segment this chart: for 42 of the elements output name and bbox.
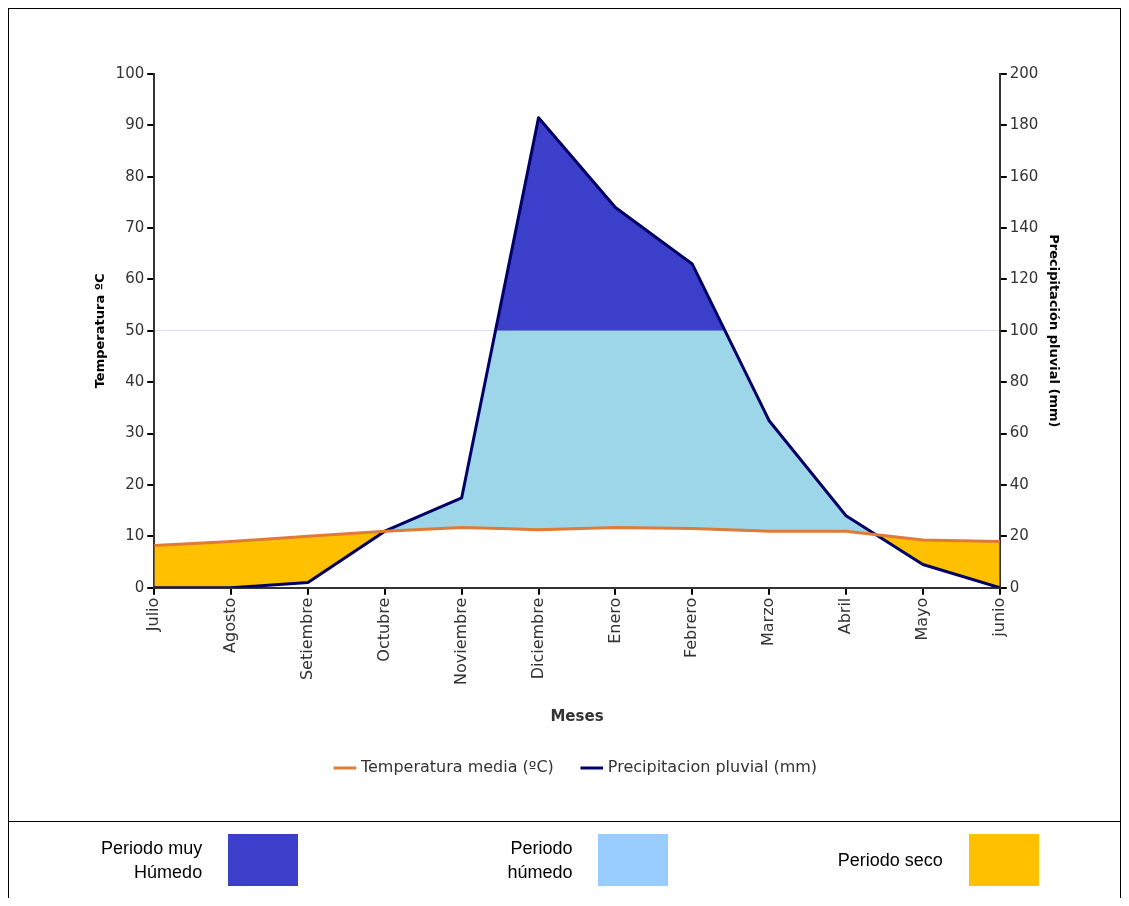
y-axis-title: Temperatura ºC bbox=[92, 273, 108, 389]
text: Periodo muy Húmedo bbox=[100, 837, 203, 884]
text: Periodo húmedo bbox=[506, 837, 573, 884]
x-tick-label: Febrero bbox=[681, 597, 701, 659]
x-tick-label: Noviembre bbox=[450, 597, 470, 685]
text: Periodo seco bbox=[836, 849, 943, 872]
y-tick-label: 0 bbox=[134, 577, 145, 596]
x-axis-title: Meses bbox=[550, 706, 604, 725]
y-tick-label: 80 bbox=[125, 166, 145, 185]
y2-tick-label: 20 bbox=[1009, 526, 1029, 545]
x-tick-label: Octubre bbox=[373, 597, 393, 662]
x-tick-label: Enero bbox=[604, 597, 624, 644]
y-tick-label: 60 bbox=[125, 269, 145, 288]
y2-tick-label: 100 bbox=[1009, 320, 1039, 339]
y2-tick-label: 60 bbox=[1009, 423, 1029, 442]
y2-axis-title: Precipitación pluvial (mm) bbox=[1046, 234, 1062, 428]
x-tick-label: junio bbox=[988, 597, 1008, 638]
y-tick-label: 50 bbox=[125, 320, 145, 339]
y-tick-label: 30 bbox=[125, 423, 145, 442]
y2-tick-label: 200 bbox=[1009, 63, 1039, 82]
y-tick-label: 90 bbox=[125, 115, 145, 134]
y-tick-label: 20 bbox=[125, 474, 145, 493]
y2-tick-label: 140 bbox=[1009, 217, 1039, 236]
x-tick-label: Marzo bbox=[758, 597, 778, 647]
y-tick-label: 40 bbox=[125, 372, 145, 391]
y2-tick-label: 160 bbox=[1009, 166, 1039, 185]
legend-label: Temperatura media (ºC) bbox=[359, 757, 554, 777]
y2-tick-label: 40 bbox=[1009, 474, 1029, 493]
x-tick-label: Julio bbox=[143, 597, 163, 633]
x-tick-label: Mayo bbox=[912, 597, 932, 641]
y2-tick-label: 0 bbox=[1009, 577, 1020, 596]
x-tick-label: Setiembre bbox=[297, 597, 317, 681]
x-tick-label: Abril bbox=[835, 597, 855, 635]
y-tick-label: 100 bbox=[115, 63, 145, 82]
y-tick-label: 70 bbox=[125, 217, 145, 236]
y2-tick-label: 80 bbox=[1009, 372, 1029, 391]
x-tick-label: Diciembre bbox=[527, 597, 547, 680]
y-tick-label: 10 bbox=[125, 526, 145, 545]
y2-tick-label: 120 bbox=[1009, 269, 1039, 288]
y2-tick-label: 180 bbox=[1009, 115, 1039, 134]
legend-label: Precipitacion pluvial (mm) bbox=[607, 757, 818, 777]
x-tick-label: Agosto bbox=[220, 597, 240, 653]
